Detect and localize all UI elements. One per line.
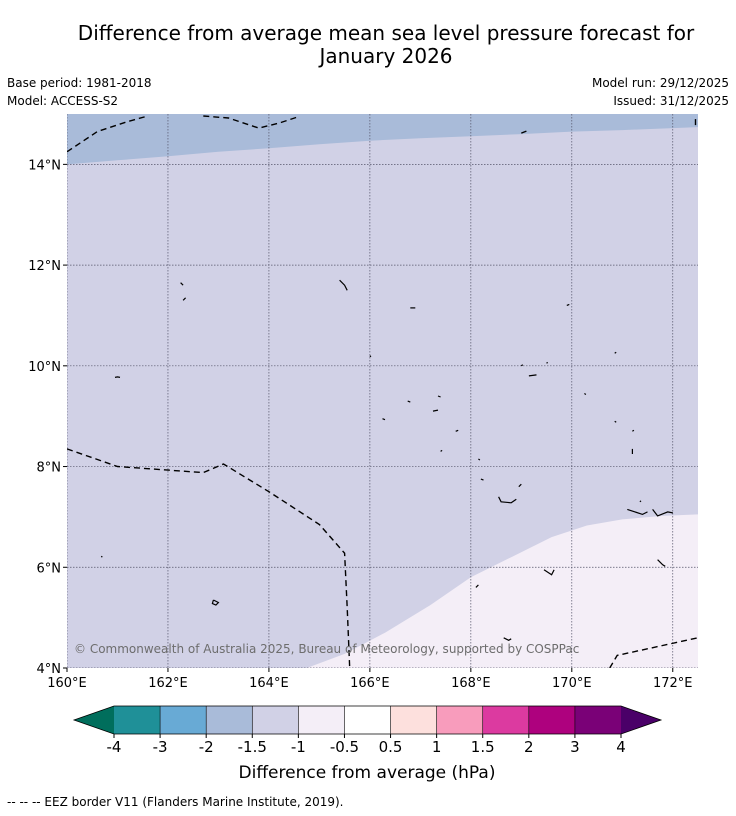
colorbar-segment — [528, 706, 575, 734]
colorbar-tick-label: 2 — [524, 738, 534, 756]
eez-border — [67, 448, 351, 668]
eez-border — [67, 115, 148, 153]
colorbar: -4 -3 -2 -1.5 -1 -0.5 0.5 1 1.5 2 3 4 — [72, 705, 663, 756]
island-coastline — [632, 429, 635, 432]
island-coastline — [114, 376, 121, 378]
chart-title-line-1: Difference from average mean sea level p… — [77, 21, 695, 45]
island-coastline — [100, 555, 103, 558]
island-coastline — [546, 361, 549, 364]
island-coastline — [627, 508, 648, 516]
copyright-notice: © Commonwealth of Australia 2025, Bureau… — [74, 642, 579, 656]
base-period: Base period: 1981-2018 — [7, 76, 152, 90]
colorbar-label: Difference from average (hPa) — [239, 763, 496, 783]
island-coastline — [518, 483, 522, 488]
island-coastline — [478, 458, 481, 461]
y-tick-label: 6°N — [37, 561, 62, 576]
colorbar-segment — [574, 706, 621, 734]
x-tick-label: 162°E — [148, 676, 188, 691]
x-tick-label: 166°E — [350, 676, 390, 691]
colorbar-tick-label: 1.5 — [471, 738, 495, 756]
colorbar-segment — [436, 706, 483, 734]
y-tick-label: 12°N — [28, 259, 61, 274]
colorbar-segment — [160, 706, 207, 734]
island-coastline — [614, 420, 617, 423]
colorbar-tick-label: 4 — [616, 738, 626, 756]
colorbar-segment — [344, 706, 391, 734]
colorbar-tick-label: 1 — [432, 738, 442, 756]
island-coastline — [498, 496, 517, 504]
eez-footnote: -- -- -- EEZ border V11 (Flanders Marine… — [7, 795, 344, 809]
island-coastline — [475, 584, 479, 588]
eez-border — [521, 130, 527, 134]
y-tick-label: 4°N — [37, 662, 62, 677]
island-coastline — [520, 364, 524, 367]
island-coastline — [652, 509, 673, 517]
colorbar-segment — [114, 706, 161, 734]
chart-title: Difference from average mean sea level p… — [0, 22, 736, 68]
colorbar-tick-label: -1.5 — [238, 738, 267, 756]
colorbar-tick-label: -1 — [291, 738, 306, 756]
island-coastline — [480, 478, 484, 481]
island-coastline — [503, 637, 512, 641]
colorbar-segment — [206, 706, 253, 734]
colorbar-under-triangle — [74, 706, 114, 734]
island-coastline — [657, 559, 666, 567]
colorbar-tick-label: 3 — [570, 738, 580, 756]
colorbar-segment — [482, 706, 529, 734]
island-coastline — [437, 395, 441, 398]
island-coastline — [528, 374, 537, 377]
base-info: Base period: 1981-2018 Model: ACCESS-S2 — [7, 74, 152, 110]
colorbar-tick-label: -0.5 — [330, 738, 359, 756]
island-coastline — [211, 599, 220, 606]
island-coastline — [566, 303, 570, 306]
region-minus-1-to-minus-0.5 — [306, 514, 698, 668]
region-minus-2-to-minus-1.5 — [67, 114, 698, 165]
colorbar-tick-label: 0.5 — [379, 738, 403, 756]
colorbar-segment — [390, 706, 437, 734]
y-tick-label: 14°N — [28, 158, 61, 173]
colorbar-segment — [298, 706, 345, 734]
island-coastline — [432, 409, 439, 412]
island-coastline — [455, 429, 459, 432]
y-tick-label: 8°N — [37, 461, 62, 476]
eez-border — [203, 115, 300, 129]
chart-title-line-2: January 2026 — [319, 44, 453, 68]
island-coastline — [382, 418, 386, 421]
colorbar-tick-label: -2 — [199, 738, 214, 756]
x-tick-label: 168°E — [451, 676, 491, 691]
model-name: Model: ACCESS-S2 — [7, 94, 119, 108]
map-axes: 160°E 162°E 164°E 166°E 168°E 170°E 172°E 4°N 6°… — [28, 158, 692, 691]
colorbar-segment — [252, 706, 299, 734]
colorbar-over-triangle — [621, 706, 661, 734]
island-coastline — [182, 297, 187, 301]
island-coastline — [440, 449, 443, 452]
run-info: Model run: 29/12/2025 Issued: 31/12/2025 — [592, 74, 729, 110]
island-coastline — [584, 393, 587, 395]
issued-date: Issued: 31/12/2025 — [613, 94, 729, 108]
colorbar-tick-label: -4 — [107, 738, 122, 756]
y-tick-label: 10°N — [28, 360, 61, 375]
colorbar-tick-label: -3 — [153, 738, 168, 756]
x-tick-label: 160°E — [47, 676, 87, 691]
island-coastline — [614, 351, 617, 354]
island-coastline — [407, 400, 411, 403]
model-run-date: Model run: 29/12/2025 — [591, 76, 729, 90]
map-panel — [67, 114, 698, 668]
island-coastline — [639, 500, 642, 503]
x-tick-label: 172°E — [653, 676, 693, 691]
map-content — [67, 114, 698, 668]
x-tick-label: 164°E — [249, 676, 289, 691]
island-coastline — [339, 279, 348, 291]
island-coastline — [543, 569, 555, 576]
island-coastline — [369, 355, 372, 358]
eez-border — [609, 637, 698, 668]
x-tick-label: 170°E — [552, 676, 592, 691]
island-coastline — [180, 282, 184, 286]
